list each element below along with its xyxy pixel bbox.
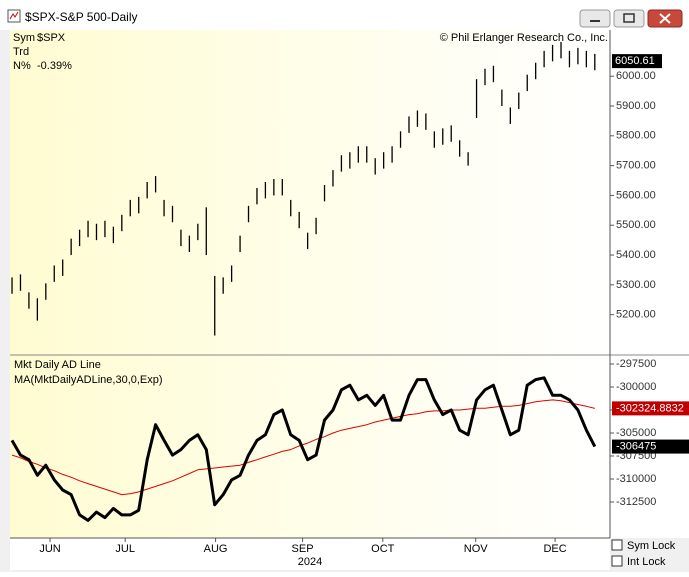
window-title: $SPX-S&P 500-Daily [25,10,138,24]
y-tick-label: 5300.00 [616,279,656,291]
int-lock-label[interactable]: Int Lock [627,556,666,568]
y-tick-label: -310000 [616,473,656,485]
last-price-label: 6050.61 [615,55,655,67]
title-bar [0,0,689,30]
sym-lock-checkbox[interactable] [611,539,623,551]
ma-line [11,399,595,496]
y-tick-label: 5700.00 [616,160,656,172]
y-tick-label: 5800.00 [616,130,656,142]
x-tick-label: NOV [464,543,489,555]
info-value: $SPX [37,32,66,44]
y-tick-label: 5900.00 [616,100,656,112]
x-tick-label: JUL [115,543,135,555]
y-tick-label: 5500.00 [616,219,656,231]
value-tag [612,439,689,454]
y-tick-label: 5600.00 [616,189,656,201]
value-tag-label: -306475 [616,440,656,452]
copyright: © Phil Erlanger Research Co., Inc. [440,32,608,44]
value-tag [612,401,689,416]
x-tick-label: OCT [371,543,395,555]
y-tick-label: 5200.00 [616,309,656,321]
minimize-button[interactable] [579,9,611,28]
info-label: Sym [13,32,35,44]
info-label: N% [13,60,31,72]
ad-line [10,376,597,522]
info-label: Trd [13,46,29,58]
maximize-glyph [623,13,635,23]
window-icon-glyph [9,11,19,20]
info-value: -0.39% [37,60,72,72]
sym-lock-label[interactable]: Sym Lock [627,540,676,552]
x-tick-label: JUN [39,543,60,555]
y-tick-label: -305000 [616,427,656,439]
x-tick-label: AUG [204,543,228,555]
y-tick-label: -300000 [616,381,656,393]
legend-ma: MA(MktDailyADLine,30,0,Exp) [14,374,163,386]
y-tick-label: 5400.00 [616,249,656,261]
close-glyph [659,13,671,24]
x-tick-label: DEC [543,543,566,555]
legend-ad-line: Mkt Daily AD Line [14,359,101,371]
maximize-button[interactable] [613,9,645,28]
y-tick-label: -312500 [616,496,656,508]
int-lock-checkbox[interactable] [611,555,623,567]
plot-area [10,30,610,538]
y-tick-label: -297500 [616,358,656,370]
value-tag [612,54,662,69]
x-tick-label: SEP [292,543,314,555]
y-tick-label: 6000.00 [616,70,656,82]
value-tag-label: -302324.8832 [616,402,684,414]
x-axis-area [10,538,610,570]
x-year-label: 2024 [298,556,322,568]
